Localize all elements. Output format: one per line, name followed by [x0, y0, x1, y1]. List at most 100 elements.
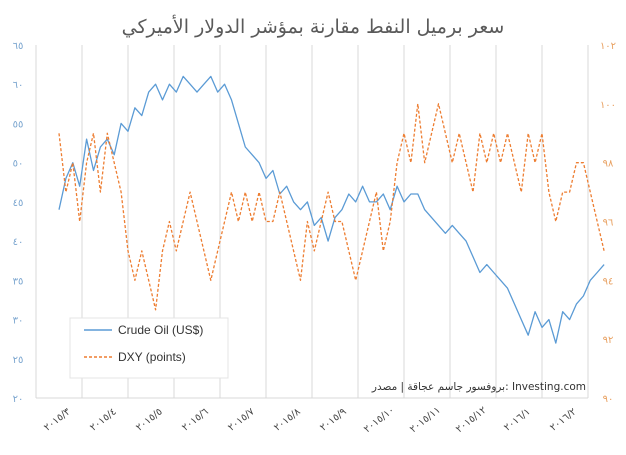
- data-point-dxy: [85, 162, 87, 164]
- data-point-oil: [430, 216, 432, 218]
- data-point-oil: [424, 209, 426, 211]
- data-point-dxy: [355, 279, 357, 281]
- data-point-oil: [217, 91, 219, 93]
- data-point-oil: [120, 122, 122, 124]
- data-point-oil: [575, 303, 577, 305]
- source-note: بروفسور جاسم عجاقة | مصدر: Investing.com: [371, 381, 586, 393]
- data-point-dxy: [341, 220, 343, 222]
- data-point-dxy: [210, 279, 212, 281]
- data-point-dxy: [230, 191, 232, 193]
- data-point-oil: [479, 271, 481, 273]
- data-point-oil: [568, 318, 570, 320]
- data-point-dxy: [99, 191, 101, 193]
- left-axis-ticks: ٢٠ ٢٥ ٣٠ ٣٥ ٤٠ ٤٥ ٥٠ ٥٥ ٦٠ ٦٥: [13, 41, 24, 405]
- data-point-oil: [472, 256, 474, 258]
- data-point-oil: [210, 75, 212, 77]
- data-point-dxy: [299, 279, 301, 281]
- data-point-dxy: [437, 103, 439, 105]
- data-point-dxy: [182, 220, 184, 222]
- data-point-oil: [113, 154, 115, 156]
- data-point-dxy: [134, 279, 136, 281]
- left-axis-tick-label: ٢٠: [13, 394, 24, 405]
- x-axis-tick-label: ٢٠١٥/١٢: [454, 405, 489, 436]
- data-point-oil: [444, 232, 446, 234]
- data-point-dxy: [148, 279, 150, 281]
- x-axis-tick-label: ٢٠١٥/٨: [272, 406, 303, 434]
- data-point-oil: [265, 177, 267, 179]
- data-point-oil: [382, 193, 384, 195]
- x-axis-tick-label: ٢٠١٦/٢: [548, 406, 579, 433]
- data-point-dxy: [493, 132, 495, 134]
- data-point-oil: [499, 279, 501, 281]
- data-point-dxy: [568, 191, 570, 193]
- data-point-dxy: [175, 250, 177, 252]
- data-point-oil: [541, 326, 543, 328]
- data-point-dxy: [161, 250, 163, 252]
- right-axis-tick-label: ١٠٠: [600, 100, 616, 111]
- data-point-oil: [548, 318, 550, 320]
- data-point-oil: [154, 83, 156, 85]
- data-point-oil: [486, 263, 488, 265]
- x-axis-tick-label: ٢٠١٥/١١: [408, 405, 443, 436]
- legend-box: [69, 317, 229, 379]
- legend-label-dxy: DXY (points): [118, 350, 186, 364]
- data-point-oil: [79, 185, 81, 187]
- data-point-dxy: [168, 220, 170, 222]
- data-point-oil: [223, 83, 225, 85]
- x-axis-tick-label: ٢٠١٥/٤: [88, 406, 119, 433]
- data-point-oil: [506, 287, 508, 289]
- data-point-oil: [182, 75, 184, 77]
- data-point-dxy: [196, 220, 198, 222]
- data-point-dxy: [472, 191, 474, 193]
- data-point-oil: [458, 232, 460, 234]
- series-line-oil: [58, 75, 605, 344]
- data-point-oil: [272, 169, 274, 171]
- data-point-dxy: [272, 220, 274, 222]
- left-axis-tick-label: ٣٥: [13, 276, 24, 287]
- chart-title: سعر برميل النفط مقارنة بمؤشر الدولار الأ…: [122, 15, 505, 38]
- data-point-dxy: [251, 220, 253, 222]
- data-point-dxy: [265, 220, 267, 222]
- data-point-dxy: [279, 191, 281, 193]
- data-point-dxy: [548, 191, 550, 193]
- data-point-dxy: [348, 250, 350, 252]
- data-point-oil: [596, 271, 598, 273]
- data-point-oil: [306, 201, 308, 203]
- data-point-dxy: [79, 220, 81, 222]
- data-point-dxy: [306, 220, 308, 222]
- grid-lines: [35, 45, 589, 399]
- data-point-dxy: [479, 132, 481, 134]
- data-point-dxy: [555, 220, 557, 222]
- data-point-dxy: [375, 191, 377, 193]
- data-point-oil: [85, 138, 87, 140]
- data-point-oil: [341, 209, 343, 211]
- x-axis-tick-label: ٢٠١٥/٦: [180, 406, 211, 433]
- data-point-dxy: [458, 132, 460, 134]
- data-point-oil: [603, 263, 605, 265]
- right-axis-tick-label: ٩٢: [603, 335, 614, 346]
- data-point-dxy: [292, 250, 294, 252]
- data-point-dxy: [424, 162, 426, 164]
- data-point-dxy: [389, 220, 391, 222]
- right-axis-tick-label: ٩٦: [603, 218, 614, 229]
- data-point-oil: [534, 311, 536, 313]
- x-axis-tick-label: ٢٠١٦/١: [502, 406, 533, 433]
- data-point-oil: [527, 334, 529, 336]
- data-point-dxy: [320, 220, 322, 222]
- data-point-oil: [582, 295, 584, 297]
- data-point-dxy: [486, 162, 488, 164]
- left-axis-tick-label: ٢٥: [13, 355, 24, 366]
- left-axis-tick-label: ٥٥: [13, 119, 24, 130]
- data-point-oil: [403, 201, 405, 203]
- data-point-dxy: [92, 132, 94, 134]
- data-point-oil: [410, 193, 412, 195]
- data-point-dxy: [127, 250, 129, 252]
- data-point-dxy: [403, 132, 405, 134]
- left-axis-tick-label: ٤٠: [13, 237, 24, 248]
- data-point-oil: [355, 201, 357, 203]
- data-point-dxy: [451, 162, 453, 164]
- data-point-dxy: [120, 191, 122, 193]
- data-point-oil: [292, 201, 294, 203]
- right-axis-tick-label: ١٠٢: [600, 41, 616, 52]
